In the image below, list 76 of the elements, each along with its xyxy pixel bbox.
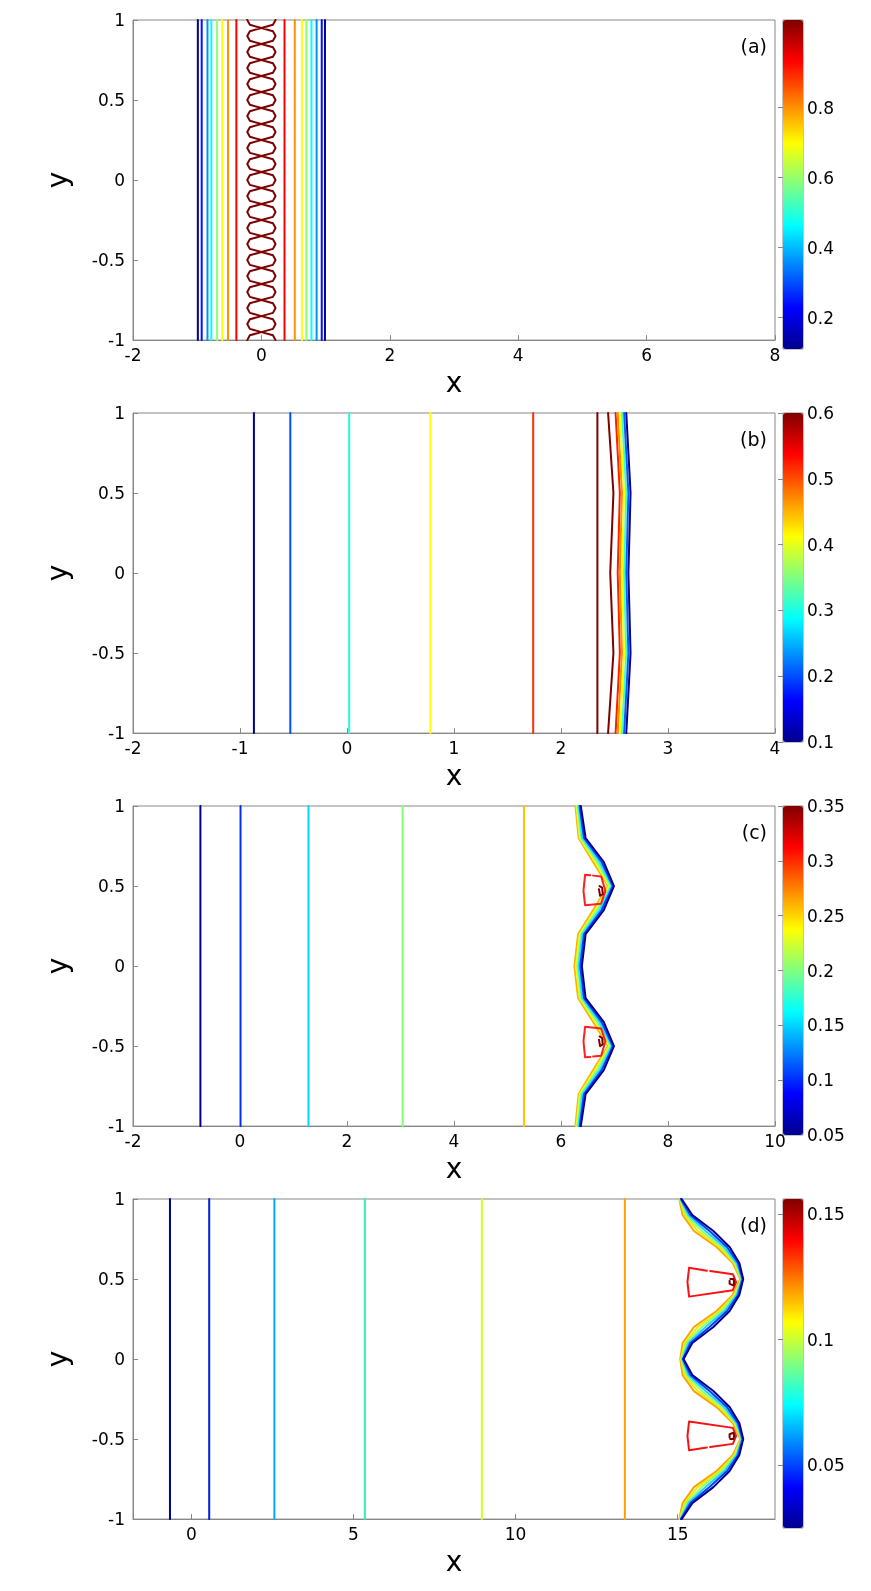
x-tick-label: 3 — [662, 737, 674, 758]
x-tick-label: 10 — [764, 1130, 786, 1151]
y-tick-label: 1 — [114, 10, 125, 30]
y-axis-title: y — [40, 564, 74, 582]
x-tick-label: 0 — [255, 344, 267, 365]
color-bar-label: 0.35 — [807, 796, 845, 816]
color-bar-label: 0.6 — [807, 167, 835, 188]
y-axis-title: y — [40, 1350, 74, 1368]
x-tick-label: 1 — [448, 737, 460, 758]
color-bar-label: 0.1 — [807, 1070, 835, 1091]
y-tick-label: -0.5 — [91, 250, 125, 271]
x-tick-label: 2 — [384, 344, 396, 365]
y-tick-label: 1 — [114, 796, 125, 816]
y-tick-label: 0 — [114, 170, 125, 191]
x-axis-title: x — [445, 365, 463, 399]
x-tick-label: 5 — [348, 1523, 359, 1544]
color-bar-label: 0.2 — [807, 960, 835, 981]
x-tick-label: 10 — [504, 1523, 527, 1544]
color-bar-label: 0.2 — [807, 666, 835, 687]
x-tick-label: -1 — [231, 737, 249, 758]
x-tick-label: 2 — [341, 1130, 353, 1151]
x-tick-label: 2 — [555, 737, 567, 758]
x-tick-label: 6 — [641, 344, 653, 365]
x-tick-label: 15 — [666, 1523, 689, 1544]
color-bar-label: 0.6 — [807, 403, 835, 423]
y-tick-label: -1 — [108, 1509, 125, 1530]
x-tick-label: 8 — [769, 344, 781, 365]
y-tick-label: -0.5 — [91, 1036, 125, 1057]
x-tick-label: -2 — [124, 1130, 142, 1151]
annotation: (c) — [741, 820, 768, 843]
color-bar-label: 0.5 — [807, 468, 835, 489]
color-bar-label: 0.4 — [807, 237, 835, 258]
x-tick-label: 0 — [234, 1130, 246, 1151]
x-tick-label: 4 — [512, 344, 524, 365]
color-bar-label: 0.15 — [807, 1204, 845, 1225]
x-axis-title: x — [445, 758, 463, 792]
color-bar-label: 0.8 — [807, 97, 835, 118]
y-tick-label: -1 — [108, 330, 125, 351]
color-bar-label: 0.15 — [807, 1015, 845, 1036]
x-tick-label: 8 — [662, 1130, 674, 1151]
x-tick-label: 4 — [769, 737, 781, 758]
y-tick-label: 1 — [114, 1189, 125, 1209]
y-tick-label: 0.5 — [97, 90, 125, 111]
y-tick-label: -1 — [108, 723, 125, 744]
y-tick-label: -0.5 — [91, 1429, 125, 1450]
y-tick-label: 0.5 — [97, 876, 125, 897]
x-tick-label: -2 — [124, 344, 142, 365]
y-tick-label: 0.5 — [97, 483, 125, 504]
annotation: (b) — [740, 427, 767, 450]
x-axis-title: x — [445, 1544, 463, 1578]
x-tick-label: 0 — [185, 1523, 197, 1544]
x-tick-label: 6 — [555, 1130, 567, 1151]
y-axis-title: y — [40, 171, 74, 189]
color-bar-label: 0.05 — [807, 1125, 845, 1145]
color-bar-label: 0.4 — [807, 534, 835, 555]
color-bar-label: 0.25 — [807, 905, 845, 926]
color-bar-label: 0.3 — [807, 600, 835, 621]
color-bar-label: 0.05 — [807, 1455, 845, 1476]
x-tick-label: -2 — [124, 737, 142, 758]
y-tick-label: 0.5 — [97, 1269, 125, 1290]
annotation: (a) — [740, 34, 767, 57]
x-tick-label: 4 — [448, 1130, 460, 1151]
color-bar-label: 0.2 — [807, 307, 835, 328]
color-bar-label: 0.1 — [807, 732, 835, 752]
annotation: (d) — [740, 1213, 767, 1236]
x-tick-label: 0 — [341, 737, 353, 758]
y-tick-label: -1 — [108, 1116, 125, 1137]
y-tick-label: -0.5 — [91, 643, 125, 664]
x-axis-title: x — [445, 1151, 463, 1185]
y-tick-label: 1 — [114, 403, 125, 423]
color-bar-label: 0.1 — [807, 1329, 835, 1350]
y-axis-title: y — [40, 957, 74, 975]
color-bar-label: 0.3 — [807, 850, 835, 871]
y-tick-label: 0 — [114, 563, 125, 584]
y-tick-label: 0 — [114, 956, 125, 977]
y-tick-label: 0 — [114, 1349, 125, 1370]
